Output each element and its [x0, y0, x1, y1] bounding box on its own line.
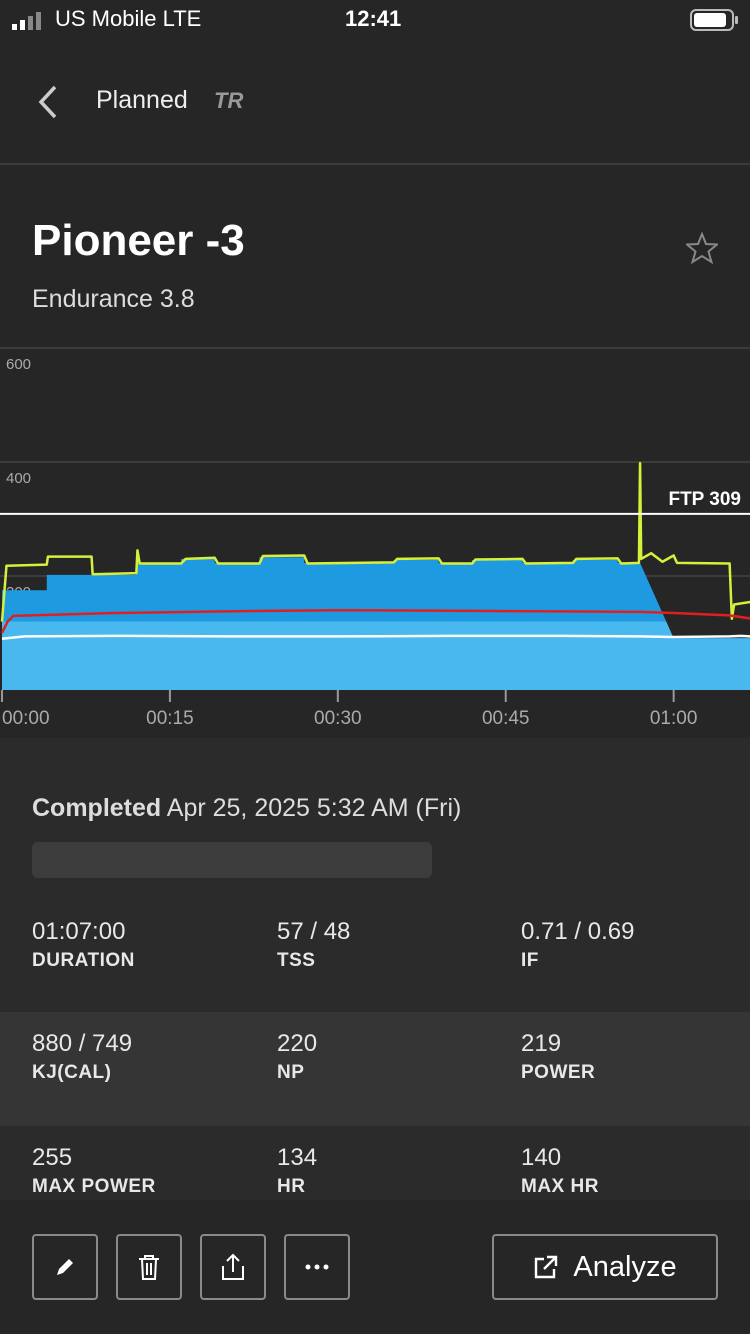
stat: 219 POWER — [521, 1030, 595, 1084]
completed-label: Completed — [32, 794, 162, 822]
stat: 220 NP — [277, 1030, 317, 1084]
stat-value: 134 — [277, 1144, 318, 1171]
trash-icon — [139, 1255, 159, 1280]
stat-value: 57 / 48 — [277, 918, 351, 945]
x-tick-label: 00:00 — [2, 708, 50, 729]
x-tick-label: 00:15 — [146, 708, 194, 729]
y-tick-label: 600 — [6, 356, 31, 373]
carrier: US Mobile LTE — [55, 6, 202, 31]
stat: 01:07:00 DURATION — [32, 918, 135, 972]
notes-bar — [32, 842, 432, 878]
workout-title: Pioneer -3 — [32, 216, 245, 265]
data-line — [0, 608, 750, 634]
stat-label: HR — [277, 1176, 306, 1197]
external-icon — [535, 1255, 558, 1279]
y-tick-label: 400 — [6, 470, 31, 487]
stat: 0.71 / 0.69 IF — [521, 918, 634, 972]
analyze-label: Analyze — [573, 1250, 677, 1283]
stat: 57 / 48 TSS — [277, 918, 350, 972]
edit-button[interactable] — [32, 1234, 98, 1300]
stat-row: 01:07:00 DURATION 57 / 48 TSS 0.71 / 0.69 I… — [0, 900, 750, 1014]
stat: 255 MAX POWER — [32, 1144, 156, 1198]
tr-logo: TR — [214, 88, 244, 113]
stat-label: POWER — [521, 1062, 596, 1083]
share-icon — [222, 1253, 244, 1280]
stat-row: 255 MAX POWER 134 HR 140 MAX HR — [0, 1126, 750, 1200]
clock: 12:41 — [345, 6, 402, 31]
stat-label: TSS — [277, 950, 316, 971]
ftp-label: FTP 309 — [668, 489, 741, 510]
stat-value: 255 — [32, 1144, 73, 1171]
stat-value: 01:07:00 — [32, 918, 126, 945]
analyze-button[interactable]: Analyze — [492, 1234, 718, 1300]
x-tick-label: 00:45 — [482, 708, 530, 729]
divider — [0, 163, 750, 165]
back-button[interactable] — [36, 84, 60, 120]
edit-icon — [57, 1259, 73, 1275]
stat-value: 219 — [521, 1030, 562, 1057]
stat-label: MAX HR — [521, 1176, 599, 1197]
more-icon — [305, 1264, 329, 1270]
stat: 134 HR — [277, 1144, 317, 1198]
battery-icon — [690, 9, 738, 31]
x-tick-label: 01:00 — [650, 708, 698, 729]
share-button[interactable] — [200, 1234, 266, 1300]
stat-value: 220 — [277, 1030, 318, 1057]
stat-row: 880 / 749 KJ(CAL) 220 NP 219 POWER — [0, 1012, 750, 1126]
favorite-star[interactable] — [686, 232, 718, 264]
more-button[interactable] — [284, 1234, 350, 1300]
stat-label: NP — [277, 1062, 305, 1083]
data-line — [1, 634, 750, 640]
stat-label: MAX POWER — [32, 1176, 156, 1197]
stat-value: 140 — [521, 1144, 562, 1171]
signal-icon — [12, 12, 41, 30]
stat-value: 0.71 / 0.69 — [521, 918, 635, 945]
stat-label: DURATION — [32, 950, 135, 971]
completed-date: Apr 25, 2025 5:32 AM (Fri) — [166, 794, 462, 822]
stat-label: KJ(CAL) — [32, 1062, 112, 1083]
planned-area — [2, 557, 750, 690]
stat: 880 / 749 KJ(CAL) — [32, 1030, 132, 1084]
delete-button[interactable] — [116, 1234, 182, 1300]
workout-chart: 200400600FTP 30900:0000:1500:3000:4501:0… — [0, 348, 750, 738]
x-tick-label: 00:30 — [314, 708, 362, 729]
stat-label: IF — [521, 950, 539, 971]
stat-value: 880 / 749 — [32, 1030, 133, 1057]
stat: 140 MAX HR — [521, 1144, 599, 1198]
toolbar — [0, 1200, 750, 1334]
back-label[interactable]: Planned — [96, 86, 188, 114]
data-line — [0, 461, 750, 622]
workout-subtitle: Endurance 3.8 — [32, 285, 195, 313]
completed-line: Completed Apr 25, 2025 5:32 AM (Fri) — [32, 794, 461, 823]
stats-grid: 01:07:00 DURATION 57 / 48 TSS 0.71 / 0.69 I… — [0, 900, 750, 1200]
